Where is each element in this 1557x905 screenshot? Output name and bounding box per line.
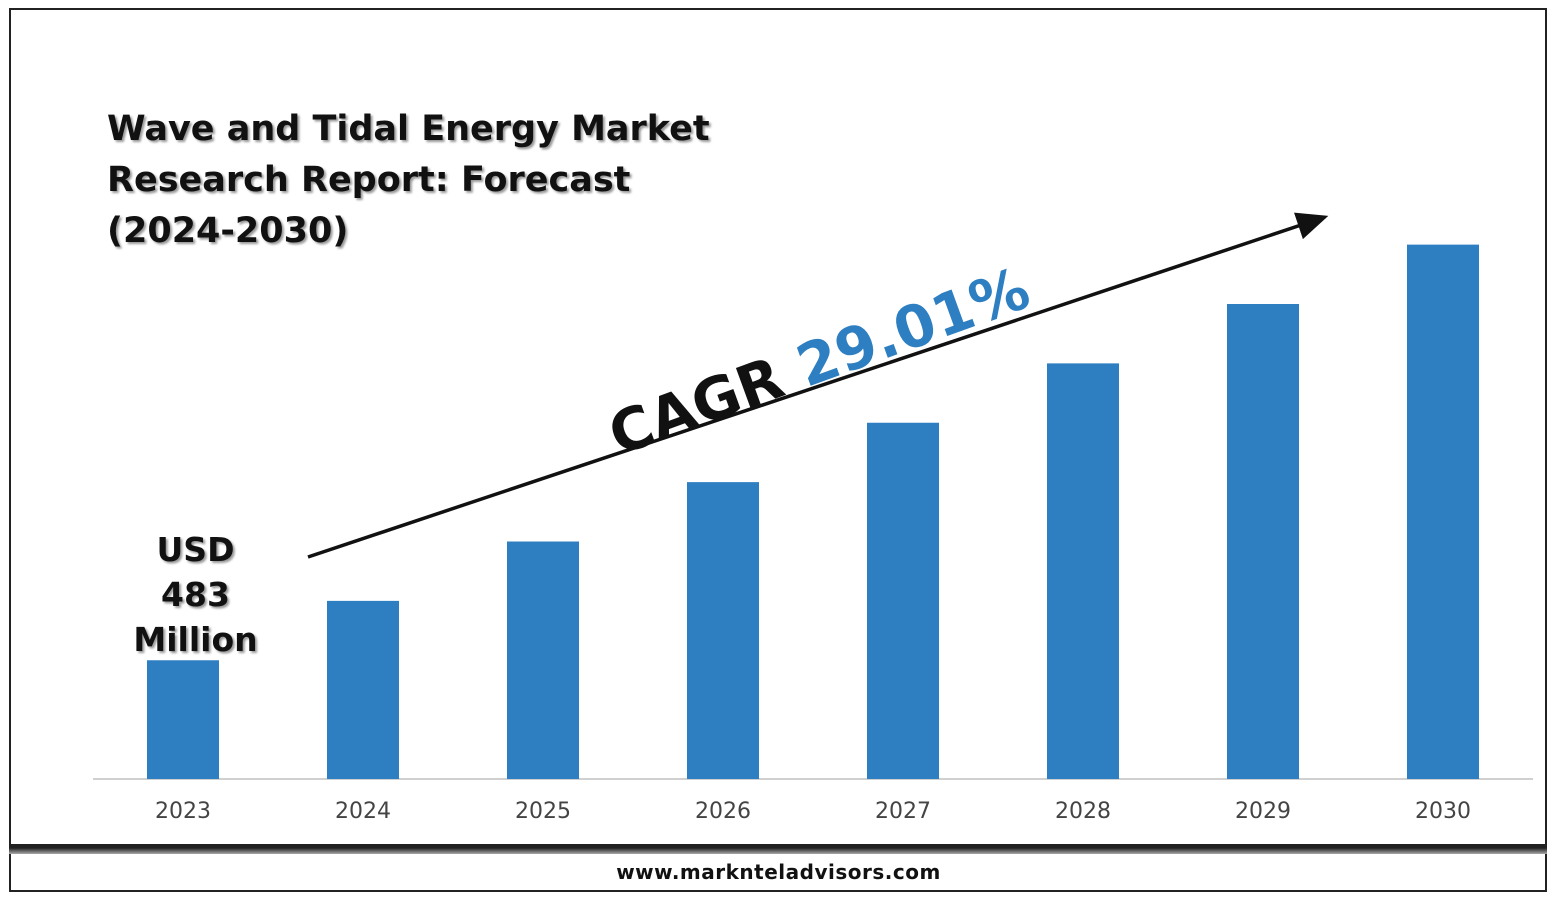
x-tick-label-2030: 2030	[1415, 799, 1471, 824]
bar-2026	[687, 482, 759, 779]
x-tick-label-2028: 2028	[1055, 799, 1111, 824]
bar-2024	[327, 600, 399, 779]
x-tick-label-2026: 2026	[695, 799, 751, 824]
start-value-unit: Million	[133, 620, 258, 659]
x-tick-label-2027: 2027	[875, 799, 931, 824]
title-line-1: Wave and Tidal Energy Market	[107, 109, 710, 149]
bar-2025	[507, 541, 579, 779]
bar-2023	[147, 660, 219, 779]
bar-2028	[1047, 363, 1119, 779]
title-line-3: (2024-2030)	[107, 211, 349, 251]
x-tick-label-2023: 2023	[155, 799, 211, 824]
start-value-currency: USD	[156, 530, 235, 569]
trend-arrow	[307, 212, 1329, 559]
bar-2030	[1407, 244, 1479, 779]
bar-2029	[1227, 304, 1299, 779]
x-tick-label-2025: 2025	[515, 799, 571, 824]
start-value-label: USD 483 Million	[128, 527, 263, 662]
chart-title: Wave and Tidal Energy Market Research Re…	[107, 104, 747, 257]
start-value-number: 483	[161, 575, 230, 614]
title-line-2: Research Report: Forecast	[107, 160, 631, 200]
x-tick-label-2024: 2024	[335, 799, 391, 824]
x-tick-label-2029: 2029	[1235, 799, 1291, 824]
footer-divider	[9, 844, 1547, 854]
bar-2027	[867, 422, 939, 779]
footer-website[interactable]: www.marknteladvisors.com	[616, 860, 941, 884]
chart-frame	[9, 8, 1547, 892]
